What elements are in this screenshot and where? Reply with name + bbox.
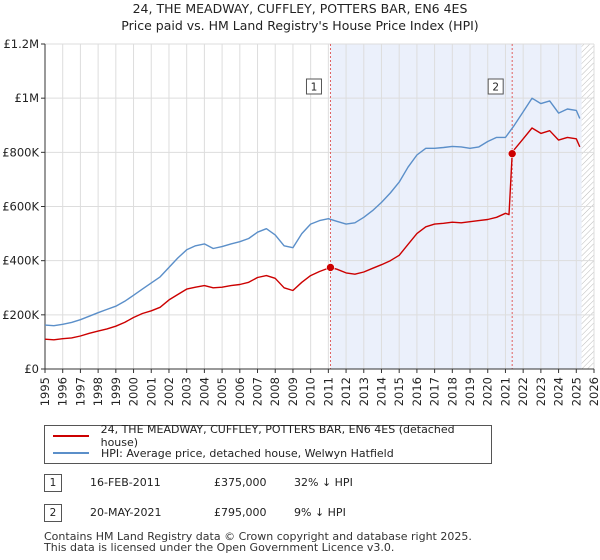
x-tick-label: 2005 — [215, 377, 229, 406]
legend-label-hpi: HPI: Average price, detached house, Welw… — [101, 446, 394, 460]
transaction-badge: 1 — [44, 474, 62, 492]
x-tick-label: 2009 — [286, 377, 300, 406]
footer-line: Contains HM Land Registry data © Crown c… — [44, 530, 472, 543]
legend-swatch-hpi — [53, 452, 89, 454]
sale-point — [507, 149, 517, 158]
x-tick-label: 2004 — [197, 377, 211, 406]
x-tick-label: 2024 — [552, 377, 566, 406]
legend-item-hpi: HPI: Average price, detached house, Welw… — [53, 445, 394, 461]
legend-item-property: 24, THE MEADWAY, CUFFLEY, POTTERS BAR, E… — [53, 423, 491, 449]
x-tick-label: 2021 — [498, 377, 512, 406]
x-tick-label: 2003 — [180, 377, 194, 406]
y-tick-label: £800K — [2, 145, 39, 159]
x-tick-label: 2014 — [374, 377, 388, 406]
x-tick-label: 2020 — [481, 377, 495, 406]
x-tick-label: 1998 — [91, 377, 105, 406]
x-tick-label: 2011 — [321, 377, 335, 406]
y-tick-label: £1M — [14, 91, 39, 105]
hpi-line — [44, 97, 581, 327]
y-tick-label: £1.2M — [3, 37, 39, 51]
x-tick-label: 2001 — [144, 377, 158, 406]
chart-title-block: 24, THE MEADWAY, CUFFLEY, POTTERS BAR, E… — [0, 0, 600, 34]
x-tick-label: 2006 — [233, 377, 247, 406]
x-tick-label: 2019 — [463, 377, 477, 406]
x-tick-label: 2012 — [339, 377, 353, 406]
x-tick-label: 2025 — [569, 377, 583, 406]
x-tick-label: 2008 — [268, 377, 282, 406]
x-tick-label: 2018 — [445, 377, 459, 406]
x-tick-label: 2022 — [516, 377, 530, 406]
x-tick-label: 1999 — [109, 377, 123, 406]
transaction-hpi-diff: 9% ↓ HPI — [294, 506, 346, 519]
x-tick-label: 1996 — [56, 377, 70, 406]
legend-swatch-property — [53, 435, 89, 437]
x-tick-label: 2015 — [392, 377, 406, 406]
x-tick-label: 1995 — [38, 377, 52, 406]
y-tick-label: £0 — [24, 362, 39, 376]
x-tick-label: 2023 — [534, 377, 548, 406]
transaction-date: 16-FEB-2011 — [90, 476, 161, 489]
x-tick-label: 1997 — [73, 377, 87, 406]
transaction-label: 2 — [492, 82, 499, 94]
property-price-line — [44, 127, 581, 341]
legend-label-property: 24, THE MEADWAY, CUFFLEY, POTTERS BAR, E… — [100, 423, 455, 449]
chart-subtitle: Price paid vs. HM Land Registry's House … — [121, 18, 479, 33]
transaction-date: 20-MAY-2021 — [90, 506, 162, 519]
y-tick-label: £600K — [2, 200, 39, 214]
x-tick-label: 2000 — [127, 377, 141, 406]
x-tick-label: 2026 — [587, 377, 600, 406]
x-tick-label: 2007 — [251, 377, 265, 406]
x-tick-label: 2010 — [304, 377, 318, 406]
sale-point — [326, 263, 335, 272]
transaction-label-box — [487, 78, 504, 95]
x-tick-label: 2016 — [410, 377, 424, 406]
transaction-price: £375,000 — [214, 476, 267, 489]
x-tick-label: 2002 — [162, 377, 176, 406]
transaction-badge: 2 — [44, 504, 62, 522]
transaction-hpi-diff: 32% ↓ HPI — [294, 476, 353, 489]
transaction-label: 1 — [311, 82, 318, 94]
footer: Contains HM Land Registry data © Crown c… — [44, 531, 472, 553]
y-tick-label: £200K — [2, 308, 39, 322]
transaction-label-box — [305, 78, 322, 95]
x-tick-label: 2013 — [357, 377, 371, 406]
transaction-price: £795,000 — [214, 506, 267, 519]
y-tick-label: £400K — [2, 254, 39, 268]
footer-line: This data is licensed under the Open Gov… — [44, 541, 395, 554]
legend: 24, THE MEADWAY, CUFFLEY, POTTERS BAR, E… — [44, 423, 492, 464]
chart-title: 24, THE MEADWAY, CUFFLEY, POTTERS BAR, E… — [132, 1, 468, 16]
x-tick-label: 2017 — [428, 377, 442, 406]
